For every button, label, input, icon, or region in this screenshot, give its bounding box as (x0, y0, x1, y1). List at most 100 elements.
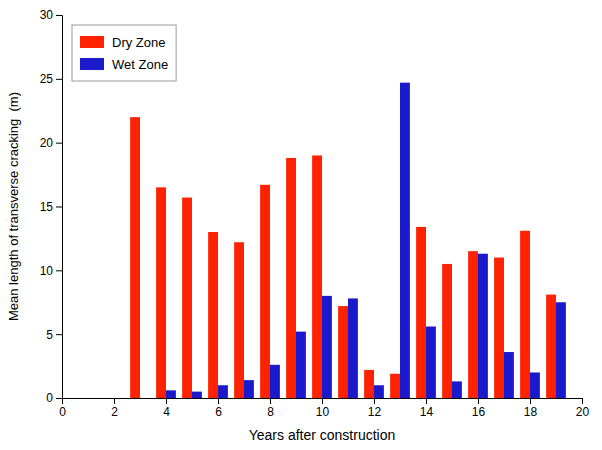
tick: 25 (40, 72, 62, 86)
legend-label: Dry Zone (112, 35, 165, 50)
tick-mark (114, 398, 115, 404)
tick-mark (166, 398, 167, 404)
bar (494, 258, 504, 398)
axis-line (56, 16, 63, 399)
bar (182, 198, 192, 398)
bar (452, 381, 462, 398)
tick-label: 10 (316, 405, 330, 419)
legend-label: Wet Zone (112, 57, 168, 72)
tick-label: 16 (472, 405, 486, 419)
tick-label: 30 (40, 8, 54, 22)
x-axis-title: Years after construction (249, 427, 396, 443)
legend-item: Wet Zone (80, 57, 168, 72)
tick: 15 (40, 200, 62, 214)
tick: 6 (215, 398, 222, 419)
legend-frame (72, 25, 176, 81)
tick-label: 14 (420, 405, 434, 419)
bar (530, 372, 540, 398)
tick: 4 (163, 398, 170, 419)
legend-swatch (80, 36, 104, 48)
bar (260, 185, 270, 398)
axis-line (63, 399, 583, 405)
tick-label: 12 (368, 405, 382, 419)
tick-mark (56, 334, 62, 335)
bar (520, 231, 530, 398)
tick-label: 0 (46, 391, 53, 405)
tick: 12 (368, 398, 382, 419)
tick-label: 5 (46, 328, 53, 342)
tick-mark (374, 398, 375, 404)
legend: Dry Zone Wet Zone (72, 25, 176, 81)
bar (348, 298, 358, 398)
x-axis: 0 2 4 6 8 10 12 14 16 18 20 (59, 398, 589, 419)
tick: 10 (316, 398, 330, 419)
bar (156, 187, 166, 398)
tick: 20 (40, 136, 62, 150)
bar (218, 385, 228, 398)
tick-mark (530, 398, 531, 404)
tick-label: 2 (111, 405, 118, 419)
tick: 18 (524, 398, 538, 419)
tick: 5 (46, 328, 62, 342)
tick-label: 20 (576, 405, 590, 419)
bar (234, 242, 244, 398)
y-axis: 0 5 10 15 20 25 30 (40, 8, 63, 405)
chart: 0 2 4 6 8 10 12 14 16 18 20 0 5 10 15 20 25 30 Years after… (0, 0, 602, 450)
bar (478, 254, 488, 398)
tick: 0 (59, 398, 66, 419)
tick: 14 (420, 398, 434, 419)
tick-mark (218, 398, 219, 404)
bar (270, 365, 280, 398)
tick: 16 (472, 398, 486, 419)
tick: 10 (40, 264, 62, 278)
bar (338, 306, 348, 398)
bar (322, 296, 332, 398)
tick: 8 (267, 398, 274, 419)
tick-mark (322, 398, 323, 404)
bar (442, 264, 452, 398)
bar (504, 352, 514, 398)
bar (546, 295, 556, 398)
bar (400, 83, 410, 398)
series-bars (130, 117, 556, 398)
tick-label: 0 (59, 405, 66, 419)
plot-area: 0 2 4 6 8 10 12 14 16 18 20 0 5 10 15 20 25 30 Years after… (6, 8, 589, 443)
legend-item: Dry Zone (80, 35, 165, 50)
tick-label: 15 (40, 200, 54, 214)
bar (312, 155, 322, 398)
tick-mark (56, 207, 62, 208)
tick-label: 10 (40, 264, 54, 278)
legend-swatch (80, 58, 104, 70)
tick-mark (56, 143, 62, 144)
tick: 2 (111, 398, 118, 419)
bar (426, 327, 436, 398)
bar (244, 380, 254, 398)
bar (286, 158, 296, 398)
bar (166, 390, 176, 398)
tick-label: 18 (524, 405, 538, 419)
tick: 20 (576, 398, 590, 419)
tick-mark (426, 398, 427, 404)
bar (208, 232, 218, 398)
tick-mark (582, 398, 583, 404)
bar (364, 370, 374, 398)
tick-label: 20 (40, 136, 54, 150)
bars (130, 83, 566, 398)
bar (296, 332, 306, 398)
bar (192, 392, 202, 398)
tick-label: 4 (163, 405, 170, 419)
tick-mark (56, 270, 62, 271)
tick-mark (270, 398, 271, 404)
tick: 30 (40, 8, 62, 22)
bar (374, 385, 384, 398)
tick-label: 8 (267, 405, 274, 419)
tick-mark (56, 398, 62, 399)
bar (130, 117, 140, 398)
tick-mark (56, 79, 62, 80)
bar (556, 302, 566, 398)
bar (390, 374, 400, 398)
tick: 0 (46, 391, 62, 405)
bar (140, 398, 150, 399)
series-bars (166, 83, 566, 398)
tick-mark (478, 398, 479, 404)
